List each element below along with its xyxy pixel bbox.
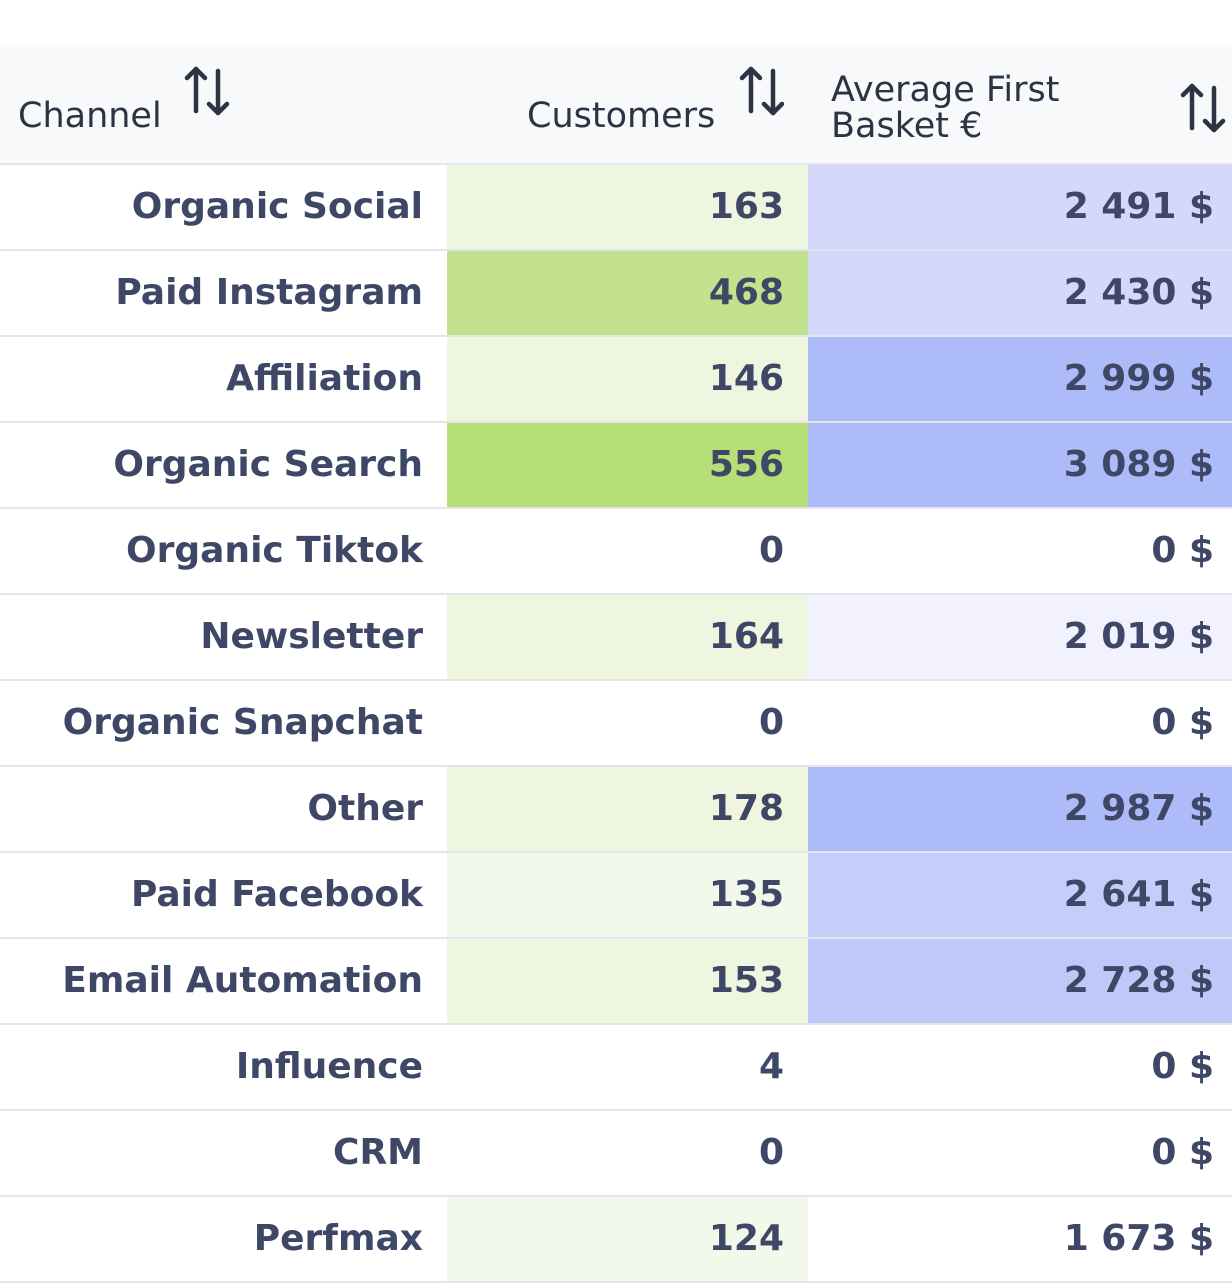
cell-average-first-basket: 2 999 $ bbox=[808, 337, 1232, 421]
cell-average-first-basket: 2 491 $ bbox=[808, 165, 1232, 249]
cell-channel: Paid Facebook bbox=[0, 853, 447, 937]
column-header-channel[interactable]: Channel bbox=[0, 45, 447, 163]
cell-average-first-basket: 3 089 $ bbox=[808, 423, 1232, 507]
cell-channel: CRM bbox=[0, 1111, 447, 1195]
sort-arrows-icon[interactable] bbox=[739, 65, 787, 117]
cell-customers: 135 bbox=[447, 853, 808, 937]
cell-customers: 153 bbox=[447, 939, 808, 1023]
cell-average-first-basket: 2 728 $ bbox=[808, 939, 1232, 1023]
cell-channel: Influence bbox=[0, 1025, 447, 1109]
cell-average-first-basket: 2 641 $ bbox=[808, 853, 1232, 937]
cell-channel: Perfmax bbox=[0, 1197, 447, 1281]
cell-channel: Affiliation bbox=[0, 337, 447, 421]
cell-customers: 178 bbox=[447, 767, 808, 851]
cell-customers: 0 bbox=[447, 681, 808, 765]
column-header-average-first-basket[interactable]: Average First Basket € bbox=[808, 45, 1232, 163]
cell-channel: Organic Social bbox=[0, 165, 447, 249]
sort-arrows-icon[interactable] bbox=[184, 65, 232, 117]
cell-average-first-basket: 2 430 $ bbox=[808, 251, 1232, 335]
cell-customers: 0 bbox=[447, 509, 808, 593]
cell-customers: 164 bbox=[447, 595, 808, 679]
table-row[interactable]: Affiliation 146 2 999 $ bbox=[0, 337, 1232, 423]
cell-channel: Other bbox=[0, 767, 447, 851]
cell-channel: Organic Search bbox=[0, 423, 447, 507]
cell-channel: Organic Tiktok bbox=[0, 509, 447, 593]
cell-customers: 4 bbox=[447, 1025, 808, 1109]
cell-channel: Paid Instagram bbox=[0, 251, 447, 335]
table-row[interactable]: Perfmax 124 1 673 $ bbox=[0, 1197, 1232, 1283]
column-header-label: Customers bbox=[527, 96, 716, 136]
table-row[interactable]: Newsletter 164 2 019 $ bbox=[0, 595, 1232, 681]
cell-average-first-basket: 0 $ bbox=[808, 681, 1232, 765]
table-row[interactable]: Organic Search 556 3 089 $ bbox=[0, 423, 1232, 509]
cell-customers: 0 bbox=[447, 1111, 808, 1195]
cell-customers: 163 bbox=[447, 165, 808, 249]
table-body: Organic Social 163 2 491 $ Paid Instagram 46… bbox=[0, 165, 1232, 1283]
cell-average-first-basket: 0 $ bbox=[808, 509, 1232, 593]
cell-average-first-basket: 0 $ bbox=[808, 1111, 1232, 1195]
table-row[interactable]: Organic Social 163 2 491 $ bbox=[0, 165, 1232, 251]
cell-channel: Email Automation bbox=[0, 939, 447, 1023]
cell-average-first-basket: 0 $ bbox=[808, 1025, 1232, 1109]
table-row[interactable]: Paid Instagram 468 2 430 $ bbox=[0, 251, 1232, 337]
table-row[interactable]: Organic Snapchat 0 0 $ bbox=[0, 681, 1232, 767]
cell-customers: 556 bbox=[447, 423, 808, 507]
column-header-label-line1: Average First bbox=[831, 70, 1060, 110]
sort-arrows-icon[interactable] bbox=[1180, 82, 1228, 134]
column-header-customers[interactable]: Customers bbox=[447, 45, 808, 163]
channel-table: Channel Customers Average First Basket € bbox=[0, 45, 1232, 1283]
cell-average-first-basket: 2 987 $ bbox=[808, 767, 1232, 851]
cell-customers: 468 bbox=[447, 251, 808, 335]
table-row[interactable]: Influence 4 0 $ bbox=[0, 1025, 1232, 1111]
column-header-label: Channel bbox=[18, 96, 162, 136]
table-row[interactable]: CRM 0 0 $ bbox=[0, 1111, 1232, 1197]
table-header: Channel Customers Average First Basket € bbox=[0, 45, 1232, 165]
table-row[interactable]: Email Automation 153 2 728 $ bbox=[0, 939, 1232, 1025]
cell-average-first-basket: 1 673 $ bbox=[808, 1197, 1232, 1281]
table-row[interactable]: Organic Tiktok 0 0 $ bbox=[0, 509, 1232, 595]
cell-customers: 146 bbox=[447, 337, 808, 421]
cell-customers: 124 bbox=[447, 1197, 808, 1281]
table-row[interactable]: Paid Facebook 135 2 641 $ bbox=[0, 853, 1232, 939]
cell-channel: Newsletter bbox=[0, 595, 447, 679]
column-header-label-line2: Basket € bbox=[831, 106, 983, 146]
cell-average-first-basket: 2 019 $ bbox=[808, 595, 1232, 679]
table-row[interactable]: Other 178 2 987 $ bbox=[0, 767, 1232, 853]
cell-channel: Organic Snapchat bbox=[0, 681, 447, 765]
